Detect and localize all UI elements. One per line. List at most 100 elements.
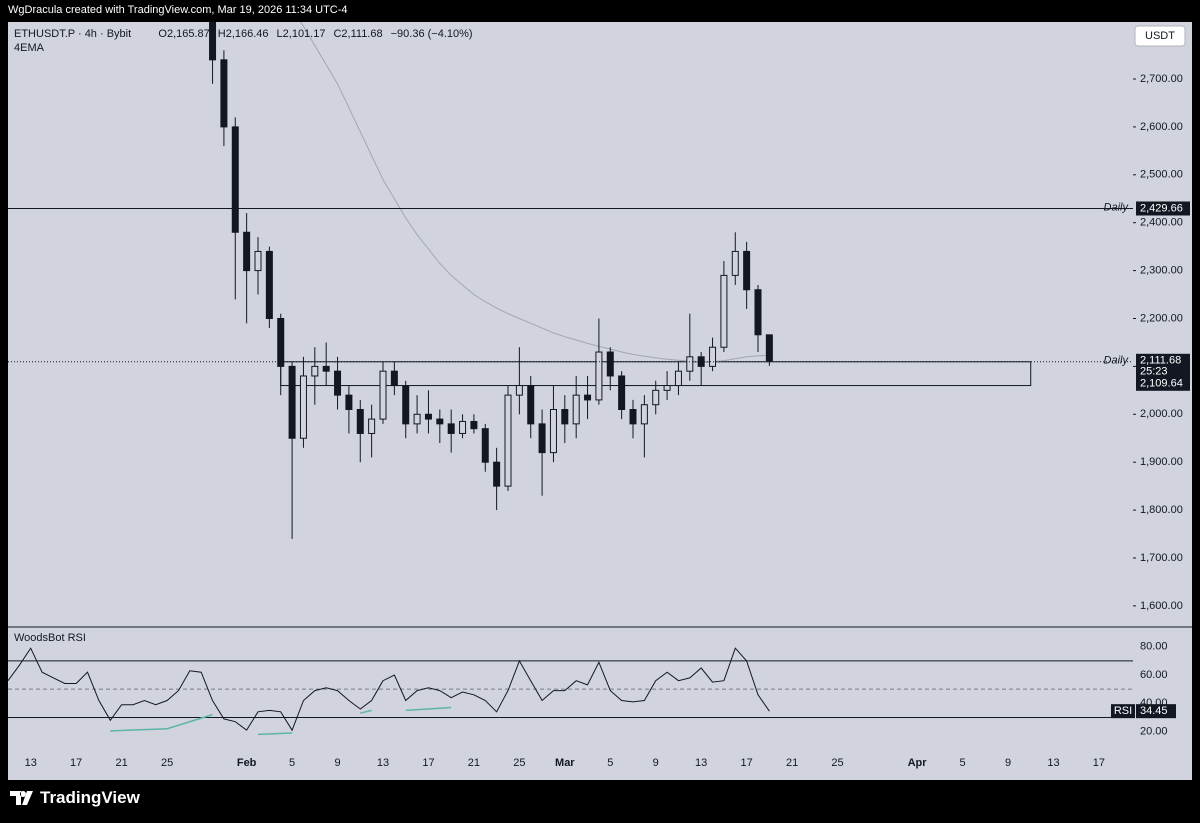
- x-tick-label: 17: [1093, 757, 1105, 769]
- rsi-tick-label: 20.00: [1140, 725, 1168, 737]
- level-price-box: [1136, 201, 1190, 216]
- x-tick-label: Feb: [237, 757, 257, 769]
- candle-body: [436, 418, 444, 425]
- candle-body: [743, 250, 751, 291]
- overlay: ETHUSDT.P · 4h · Bybit O2,165.87 H2,166.46…: [8, 25, 1190, 769]
- candle-body: [720, 274, 728, 348]
- candle-body: [413, 413, 421, 425]
- candle-body: [402, 385, 410, 425]
- symbol-legend: ETHUSDT.P · 4h · Bybit: [14, 28, 131, 40]
- y-tick-label: 2,200.00: [1140, 312, 1183, 324]
- rsi-line: [8, 647, 770, 732]
- candle-body: [595, 351, 603, 401]
- x-tick-label: 5: [289, 757, 295, 769]
- candle-body: [220, 59, 228, 128]
- y-tick-label: 1,900.00: [1140, 456, 1183, 468]
- candle-body: [538, 423, 546, 454]
- candle-body: [209, 22, 217, 61]
- rsi-divergence: [257, 732, 293, 736]
- level-label: Daily: [1104, 355, 1130, 367]
- y-tick-label: 2,600.00: [1140, 121, 1183, 133]
- y-tick-label: 2,500.00: [1140, 169, 1183, 181]
- x-tick-label: 13: [1047, 757, 1059, 769]
- rsi-name-box: [1111, 704, 1135, 719]
- brand: TradingView: [10, 788, 140, 808]
- indicator-label: 4EMA: [14, 42, 45, 54]
- ohlc-value: C2,111.68: [333, 28, 382, 40]
- candle-body: [390, 370, 398, 387]
- candle-body: [368, 418, 376, 434]
- x-tick-label: 17: [70, 757, 82, 769]
- chart-background: [8, 22, 1192, 780]
- candle-body: [447, 423, 455, 434]
- rsi-value-box: [1136, 704, 1176, 719]
- candle-body: [606, 351, 614, 377]
- y-tick-label: 1,800.00: [1140, 504, 1183, 516]
- last-price-label: 2,111.68: [1140, 355, 1181, 367]
- candle-body: [311, 365, 319, 377]
- x-tick-label: 25: [831, 757, 843, 769]
- candle-body: [709, 346, 717, 367]
- candle-body: [652, 389, 660, 406]
- y-tick-label: 1,700.00: [1140, 552, 1183, 564]
- candle-body: [663, 385, 671, 391]
- x-tick-label: 13: [377, 757, 389, 769]
- x-tick-label: Apr: [908, 757, 928, 769]
- rsi-divergence: [360, 709, 372, 714]
- candle-body: [470, 420, 478, 430]
- x-tick-label: 13: [25, 757, 37, 769]
- candle-body: [356, 408, 364, 434]
- y-tick-label: 2,300.00: [1140, 264, 1183, 276]
- candle-body: [686, 356, 694, 372]
- x-tick-label: 17: [422, 757, 434, 769]
- ohlc-value: H2,166.46: [218, 28, 269, 40]
- level-price-label: 2,109.64: [1140, 378, 1183, 390]
- y-tick-label: 2,400.00: [1140, 217, 1183, 229]
- last-price-box: [1136, 353, 1190, 378]
- candle-body: [674, 370, 682, 387]
- x-tick-label: 9: [334, 757, 340, 769]
- candle-body: [561, 408, 569, 425]
- x-tick-label: 17: [741, 757, 753, 769]
- countdown: 25:23: [1140, 366, 1168, 378]
- rsi-divergence: [166, 713, 213, 730]
- candle-body: [549, 408, 557, 454]
- x-tick-label: 21: [786, 757, 798, 769]
- candle-body: [345, 394, 353, 410]
- candle-body: [265, 250, 273, 319]
- credit: WgDracula created with TradingView.com, …: [8, 4, 348, 16]
- rsi-title: WoodsBot RSI: [14, 632, 86, 644]
- ohlc-value: O2,165.87: [158, 28, 209, 40]
- currency-label[interactable]: USDT: [1145, 30, 1175, 42]
- candle-body: [243, 231, 251, 272]
- candle-body: [254, 250, 262, 272]
- chart: ETHUSDT.P · 4h · Bybit O2,165.87 H2,166.46…: [8, 22, 1192, 780]
- candle-body: [584, 394, 592, 401]
- candle-body: [765, 334, 773, 362]
- level-label: Daily: [1104, 201, 1130, 213]
- candle-body: [731, 250, 739, 276]
- candle-body: [288, 365, 296, 439]
- x-tick-label: 5: [959, 757, 965, 769]
- level-price-label: 2,429.66: [1140, 202, 1183, 214]
- candle-body: [379, 370, 387, 420]
- candle-body: [322, 365, 330, 372]
- rsi-tick-label: 80.00: [1140, 641, 1168, 653]
- x-tick-label: Mar: [555, 757, 575, 769]
- rsi-pane: [8, 647, 1133, 736]
- y-tick-label: 2,700.00: [1140, 73, 1183, 85]
- currency-button[interactable]: [1134, 25, 1186, 47]
- x-tick-label: 9: [653, 757, 659, 769]
- rsi-divergence: [110, 728, 168, 732]
- x-tick-label: 5: [607, 757, 613, 769]
- rsi-value-label: 34.45: [1140, 705, 1168, 717]
- ohlc-value: L2,101.17: [277, 28, 326, 40]
- level-price-box: [1136, 376, 1190, 391]
- rsi-tick-label: 60.00: [1140, 669, 1168, 681]
- candle-body: [618, 375, 626, 410]
- candle-body: [481, 428, 489, 463]
- x-tick-label: 9: [1005, 757, 1011, 769]
- rsi-divergence: [405, 706, 452, 712]
- candle-body: [424, 413, 432, 420]
